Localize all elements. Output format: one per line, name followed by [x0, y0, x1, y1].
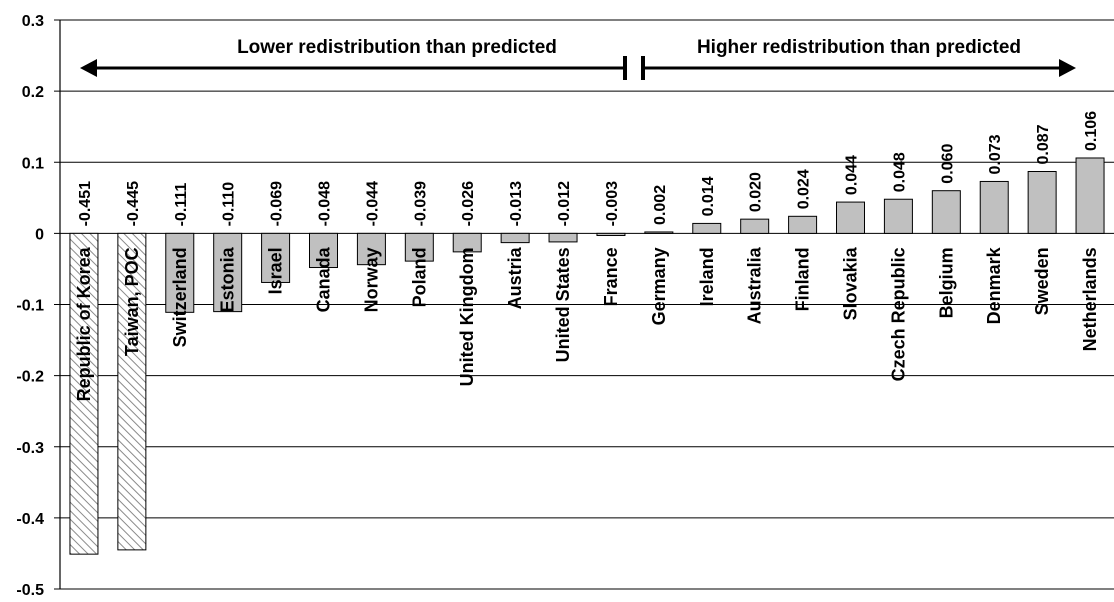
- bar-value-label: -0.044: [364, 181, 381, 226]
- category-label: Ireland: [697, 247, 717, 306]
- category-label: Austria: [505, 246, 525, 309]
- bar: [1027, 170, 1057, 234]
- bar: [165, 232, 195, 313]
- bar: [836, 201, 865, 234]
- bars: -0.451 Republic of Korea -0.445 Taiwan, POC…: [69, 111, 1105, 555]
- bar-value-label: -0.003: [604, 181, 621, 226]
- bar: [883, 198, 913, 234]
- category-label: Canada: [314, 246, 334, 312]
- bar-value-label: 0.106: [1083, 111, 1100, 151]
- annotation-right-label: Higher redistribution than predicted: [697, 37, 1021, 58]
- bar: [931, 190, 961, 234]
- bar: [213, 232, 243, 313]
- bar-value-label: 0.014: [700, 176, 717, 216]
- y-tick-label: -0.5: [16, 582, 44, 597]
- category-label: Denmark: [984, 246, 1004, 324]
- right-arrowhead: [1059, 59, 1076, 77]
- annotation-left-label: Lower redistribution than predicted: [237, 37, 557, 58]
- bar-value-label: -0.111: [173, 183, 190, 227]
- bar: [692, 222, 722, 234]
- bar-value-label: 0.044: [844, 155, 861, 195]
- bar-value-label: -0.012: [556, 181, 573, 226]
- bar-value-label: 0.073: [987, 134, 1004, 174]
- bar-value-label: -0.013: [508, 181, 525, 226]
- bar: [309, 232, 338, 269]
- category-label: Finland: [793, 247, 813, 311]
- bar-value-label: 0.002: [652, 185, 669, 225]
- bar: [452, 232, 482, 253]
- bar-value-label: -0.048: [317, 181, 334, 226]
- category-label: Netherlands: [1080, 247, 1100, 351]
- bar-value-label: -0.451: [77, 181, 94, 226]
- bar-value-label: -0.039: [412, 181, 429, 226]
- category-label: Germany: [649, 247, 669, 325]
- bar-value-label: -0.069: [269, 181, 286, 226]
- y-tick-label: -0.2: [16, 369, 44, 386]
- left-arrowhead: [80, 59, 97, 77]
- bar-value-label: 0.024: [796, 169, 813, 209]
- category-label: Taiwan, POC: [122, 247, 142, 356]
- y-tick-label: 0: [35, 226, 44, 243]
- y-tick-label: -0.4: [16, 511, 44, 528]
- category-label: Belgium: [936, 247, 956, 318]
- category-label: Norway: [361, 247, 381, 312]
- bar-value-label: -0.445: [125, 181, 142, 226]
- category-label: Israel: [266, 247, 286, 294]
- bar: [500, 232, 530, 244]
- bar: [979, 180, 1009, 234]
- category-label: Slovakia: [841, 246, 861, 320]
- category-label: Switzerland: [170, 247, 190, 347]
- category-label: Republic of Korea: [74, 246, 94, 401]
- bar-value-label: 0.020: [748, 172, 765, 212]
- annotation-arrows: Lower redistribution than predicted High…: [80, 37, 1076, 80]
- bar-value-label: -0.110: [221, 182, 238, 227]
- category-label: Sweden: [1032, 247, 1052, 315]
- bar: [404, 232, 434, 262]
- bar: [69, 232, 99, 555]
- bar: [788, 215, 818, 234]
- y-tick-label: -0.1: [16, 298, 44, 315]
- category-label: United States: [553, 247, 573, 362]
- y-tick-label: 0.3: [22, 13, 44, 30]
- bar: [356, 232, 386, 266]
- y-tick-label: -0.3: [16, 440, 44, 457]
- y-tick-label: 0.1: [22, 155, 44, 172]
- y-axis-ticks: 0.3 0.2 0.1 0 -0.1 -0.2 -0.3 -0.4 -0.5: [16, 13, 44, 599]
- bar: [644, 231, 674, 234]
- category-label: Australia: [745, 246, 765, 324]
- bar-value-label: -0.026: [460, 181, 477, 226]
- bar: [596, 232, 626, 237]
- bar-value-label: 0.087: [1035, 124, 1052, 164]
- bar: [117, 232, 147, 551]
- category-label: Estonia: [218, 246, 238, 312]
- bar-value-label: 0.048: [891, 152, 908, 192]
- bar: [261, 232, 291, 283]
- category-label: Poland: [409, 247, 429, 307]
- category-label: United Kingdom: [457, 247, 477, 386]
- y-tick-label: 0.2: [22, 84, 44, 101]
- bar-value-label: 0.060: [939, 144, 956, 184]
- bar: [740, 218, 770, 234]
- category-label: France: [601, 247, 621, 306]
- bar: [1075, 157, 1105, 234]
- bar: [548, 232, 578, 243]
- category-label: Czech Republic: [888, 247, 908, 381]
